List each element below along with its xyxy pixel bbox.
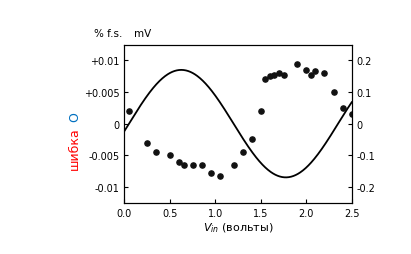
Point — [267, 75, 273, 79]
Point — [276, 72, 282, 76]
Point — [199, 163, 205, 167]
Point — [166, 154, 173, 158]
Point — [153, 150, 159, 154]
Point — [262, 78, 269, 82]
Text: mV: mV — [134, 29, 151, 39]
Point — [217, 174, 223, 178]
Point — [271, 73, 278, 77]
Point — [144, 141, 150, 145]
Point — [321, 72, 328, 76]
Point — [339, 106, 346, 110]
Point — [312, 70, 319, 74]
Point — [239, 150, 246, 154]
X-axis label: $\mathit{V}_\mathit{in}$ (вольты): $\mathit{V}_\mathit{in}$ (вольты) — [203, 220, 273, 234]
Point — [126, 109, 132, 114]
Point — [248, 138, 255, 142]
Point — [189, 163, 196, 167]
Text: шибка: шибка — [68, 126, 81, 169]
Point — [230, 163, 237, 167]
Point — [303, 69, 309, 73]
Point — [294, 62, 300, 66]
Point — [180, 163, 187, 167]
Point — [330, 91, 337, 95]
Text: % f.s.: % f.s. — [94, 29, 122, 39]
Text: О: О — [68, 111, 81, 121]
Point — [258, 109, 264, 114]
Point — [280, 73, 287, 77]
Point — [176, 160, 182, 164]
Point — [307, 73, 314, 77]
Point — [208, 171, 214, 175]
Point — [349, 113, 355, 117]
